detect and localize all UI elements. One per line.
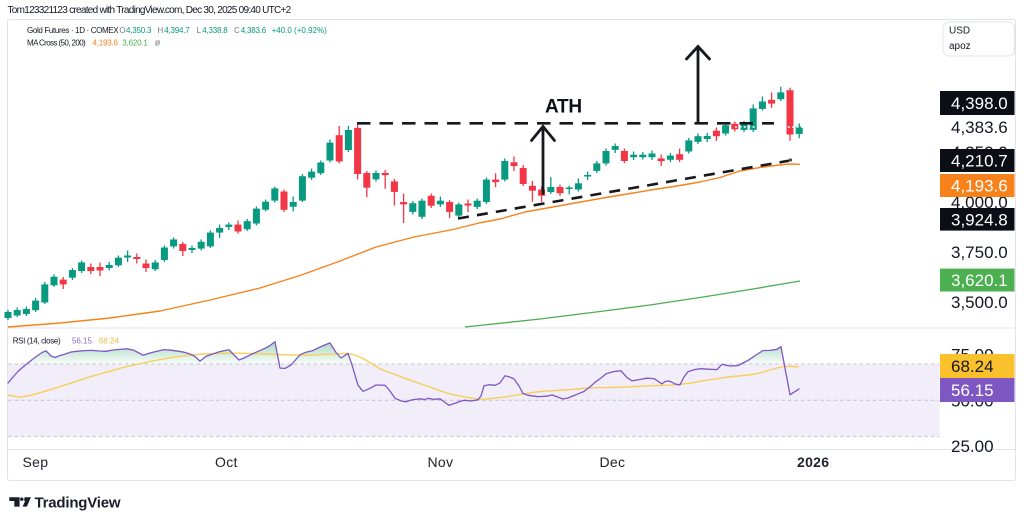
- svg-text:56.15: 56.15: [951, 381, 994, 400]
- svg-text:ø: ø: [155, 37, 161, 47]
- svg-text:L: L: [197, 26, 202, 35]
- svg-text:4,350.3: 4,350.3: [126, 26, 152, 35]
- svg-text:2026: 2026: [797, 454, 829, 470]
- svg-text:Nov: Nov: [428, 454, 454, 470]
- svg-text:Gold Futures · 1D · COMEX: Gold Futures · 1D · COMEX: [27, 26, 119, 35]
- svg-text:4,193.6: 4,193.6: [951, 177, 1008, 196]
- svg-text:MA Cross (50, 200): MA Cross (50, 200): [27, 38, 86, 47]
- svg-text:68.24: 68.24: [99, 336, 120, 345]
- svg-text:Tom123321123 created with Trad: Tom123321123 created with TradingView.co…: [8, 5, 292, 16]
- svg-text:3,924.8: 3,924.8: [951, 210, 1008, 229]
- svg-text:3,620.1: 3,620.1: [122, 38, 148, 47]
- svg-text:Sep: Sep: [23, 454, 49, 470]
- svg-text:4,000.0: 4,000.0: [951, 193, 1008, 212]
- svg-text:Oct: Oct: [215, 454, 238, 470]
- svg-text:4,398.0: 4,398.0: [951, 94, 1008, 113]
- svg-text:4,383.6: 4,383.6: [951, 118, 1008, 137]
- svg-text:4,383.6: 4,383.6: [241, 26, 267, 35]
- svg-text:ATH: ATH: [545, 97, 582, 118]
- svg-text:25.00: 25.00: [951, 437, 994, 456]
- svg-text:RSI (14, close): RSI (14, close): [13, 336, 61, 345]
- svg-text:4,210.7: 4,210.7: [951, 152, 1008, 171]
- svg-text:Dec: Dec: [600, 454, 626, 470]
- svg-text:3,620.1: 3,620.1: [951, 271, 1008, 290]
- svg-text:4,394.7: 4,394.7: [164, 26, 190, 35]
- svg-text:C: C: [234, 26, 240, 35]
- svg-text:3,500.0: 3,500.0: [951, 293, 1008, 312]
- svg-text:apoz: apoz: [949, 41, 971, 52]
- svg-text:USD: USD: [949, 25, 970, 36]
- svg-text:4,193.6: 4,193.6: [93, 38, 119, 47]
- svg-text:56.15: 56.15: [72, 336, 93, 345]
- svg-text:4,338.8: 4,338.8: [202, 26, 228, 35]
- svg-text:3,750.0: 3,750.0: [951, 243, 1008, 262]
- svg-text:O: O: [119, 26, 125, 35]
- svg-text:H: H: [158, 26, 164, 35]
- svg-text:+40.0 (+0.92%): +40.0 (+0.92%): [272, 26, 327, 35]
- svg-text:68.24: 68.24: [951, 357, 994, 376]
- svg-text:TradingView: TradingView: [35, 494, 121, 511]
